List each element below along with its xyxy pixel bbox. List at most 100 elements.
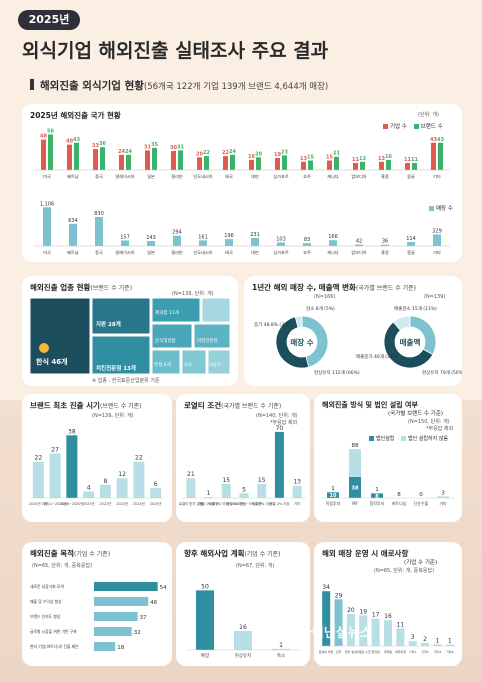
section-subtitle: (56개국 122개 기업 139개 브랜드 4,644개 매장) — [143, 82, 329, 92]
difficulty-sub: (기업 수 기준) — [404, 560, 438, 566]
company-value-label: 33 — [92, 143, 99, 149]
royalty-panel: 로열티 조건(국가별 브랜드 수 기준) (N=140, 단위: 개) *무응답… — [176, 394, 310, 522]
brand-bar — [126, 154, 131, 170]
legend-corp-label: 법인설립 — [376, 436, 395, 442]
method-tick-label: MF — [352, 501, 358, 506]
store-value-label: 329 — [432, 228, 442, 234]
company-bar — [301, 161, 306, 170]
treemap-label-japanese: 일식 — [184, 361, 192, 368]
treemap-label-snack: 분식및김밥 — [155, 337, 176, 344]
first-entry-tick-label: 2022년 — [100, 501, 112, 506]
company-value-label: 15 — [326, 155, 333, 161]
first-entry-title-sub: (브랜드 수 기준) — [99, 403, 142, 410]
treemap-label-cafe: 커피전문점 — [197, 337, 218, 344]
company-bar — [223, 156, 228, 170]
first-entry-tick-label: 2011~2015년 — [44, 501, 67, 506]
plan-title: 향후 해외사업 계획(기업 수 기준) — [184, 548, 281, 559]
legend-nocorp-swatch — [401, 435, 406, 441]
treemap-label-hansik: 한식 46개 — [36, 357, 68, 366]
treemap-cell — [91, 335, 151, 375]
store-tick-label: 캄보디아 — [351, 249, 367, 256]
first-entry-panel: 브랜드 최초 진출 시기(브랜드 수 기준) (N=139, 단위: 개) 22… — [22, 394, 172, 522]
store-tick-label: 캐나다 — [327, 249, 339, 256]
brand-value-label: 31 — [177, 144, 184, 150]
brand-value-label: 36 — [99, 141, 106, 147]
royalty-value-label: 15 — [222, 477, 230, 484]
company-value-label: 11 — [404, 157, 411, 163]
method-corp-bar — [349, 476, 361, 498]
sales-panel: 1년간 해외 매장 수, 매출액 변화(국가별 브랜드 수 기준) (N=166… — [244, 276, 462, 386]
store-value-label: 294 — [172, 230, 182, 236]
country-panel-title: 2025년 해외진출 국가 현황 — [30, 111, 121, 120]
sales-panel-title: 1년간 해외 매장 수, 매출액 변화(국가별 브랜드 수 기준) — [252, 282, 416, 293]
legend-brand-label: 브랜드 수 — [420, 124, 443, 130]
difficulty-bar — [384, 620, 392, 646]
sales-donut-slice — [392, 315, 411, 332]
sales-label-same: 현상유지 79개 (56%) — [422, 369, 462, 376]
first-entry-bar — [49, 453, 61, 498]
sales-n-left: (N=166) — [314, 294, 336, 300]
difficulty-bar — [334, 599, 343, 646]
method-total-value: 1 — [331, 486, 335, 492]
store-value-label: 1,106 — [40, 201, 54, 207]
store-bar — [121, 240, 129, 246]
treemap-label-bakery: 제과점 11개 — [155, 309, 179, 316]
section-bar-icon — [30, 79, 34, 90]
purpose-category-label: 글로벌 시장을 위한 기반 구축 — [30, 629, 77, 634]
store-value-label: 157 — [120, 235, 130, 241]
company-value-label: 48 — [40, 134, 47, 140]
brand-bar — [308, 160, 313, 170]
first-entry-bar — [83, 491, 95, 498]
first-entry-tick-label: 2025년 — [150, 501, 162, 506]
store-bar — [381, 244, 389, 246]
difficulty-value-label: 16 — [384, 613, 392, 620]
country-tick-label: 대만 — [251, 173, 259, 180]
country-tick-label: 캐나다 — [327, 173, 339, 180]
brand-bar — [334, 156, 339, 170]
difficulty-title: 해외 매장 운영 시 애로사항 — [322, 548, 408, 559]
store-tick-label: 홍콩 — [381, 249, 389, 255]
store-tick-label: 호주 — [303, 250, 311, 256]
difficulty-bar — [445, 644, 454, 646]
royalty-tick-label: 매출 1% 미만 — [199, 501, 219, 506]
country-legend: 기업 수 브랜드 수 — [378, 122, 443, 130]
legend-company-swatch — [383, 123, 388, 129]
company-value-label: 13 — [378, 156, 385, 162]
company-bar — [145, 150, 150, 170]
purpose-value-label: 32 — [134, 630, 141, 636]
royalty-value-label: 15 — [258, 477, 266, 484]
country-tick-label: 중국 — [95, 174, 103, 180]
industry-n: (N=139, 단위: 개) — [172, 291, 214, 297]
purpose-value-label: 37 — [140, 615, 147, 621]
store-bar — [251, 237, 259, 246]
brand-bar — [230, 154, 235, 170]
sales-label-decrease: 매출감소 15개 (11%) — [394, 305, 437, 312]
purpose-panel: 해외진출 목적(기업 수 기준) (N=65, 단위: 개, 중복응답) 새로운… — [22, 542, 172, 666]
difficulty-value-label: 11 — [397, 621, 405, 628]
first-entry-n: (N=139, 단위: 개) — [92, 413, 134, 419]
treemap-cell — [193, 323, 231, 349]
store-value-label: 83 — [304, 237, 310, 243]
difficulty-bar — [408, 641, 417, 646]
store-value-label: 36 — [382, 239, 388, 245]
store-bar — [147, 240, 155, 246]
difficulty-bar — [421, 642, 430, 646]
royalty-bar — [274, 431, 284, 498]
difficulty-bar — [433, 644, 442, 646]
plan-title-sub: (기업 수 기준) — [244, 551, 281, 558]
brand-bar — [204, 156, 209, 170]
royalty-tick-label: 매출 1% 이상~3% 미만 — [209, 501, 245, 506]
store-bar — [329, 240, 337, 246]
store-bar — [69, 223, 77, 246]
treemap-cell — [91, 297, 151, 335]
difficulty-panel: 해외 매장 운영 시 애로사항 (기업 수 기준) (N=65, 단위: 개, … — [314, 542, 462, 666]
country-tick-label: 기타 — [433, 173, 441, 180]
purpose-bar — [94, 627, 132, 636]
difficulty-value-label: 20 — [347, 607, 355, 614]
brand-bar — [178, 150, 183, 170]
store-tick-label: 중국 — [95, 250, 103, 256]
method-title-text: 해외진출 방식 및 법인 설립 여부 — [322, 401, 418, 409]
royalty-tick-label: 매출 5% 이상 — [252, 501, 272, 506]
plan-panel: 향후 해외사업 계획(기업 수 기준) (N=67, 단위: 개) 50 확장 16… — [176, 542, 310, 666]
